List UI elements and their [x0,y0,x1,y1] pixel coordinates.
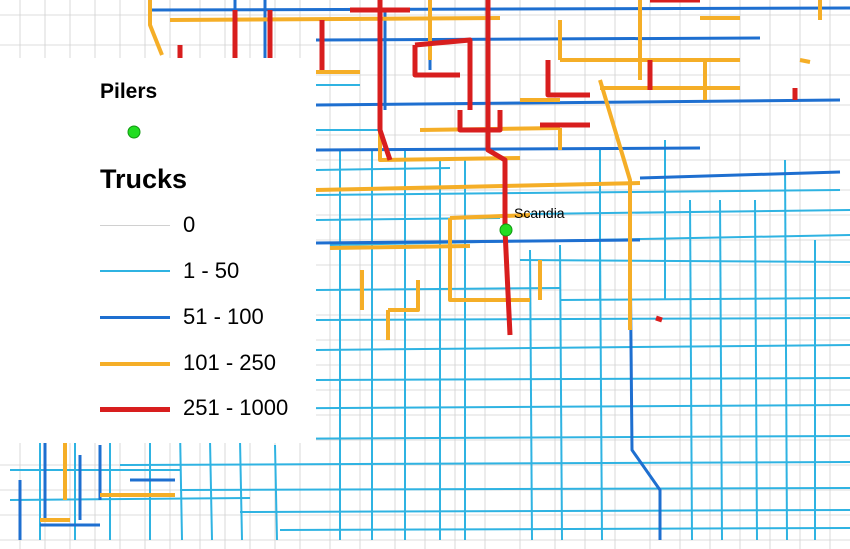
road-segment [329,244,471,250]
road-segment [414,37,473,110]
map-legend: Pilers Trucks 0 1 - 50 51 - 100 101 - 25… [0,58,316,443]
road-segment [388,280,420,312]
legend-label-251-1000: 251 - 1000 [183,395,289,420]
road-segment [639,170,841,180]
road-segment [9,497,251,501]
legend-swatch-0 [100,225,170,226]
legend-pilers-title: Pilers [100,80,158,103]
road-segment [689,199,693,541]
road-segment [559,297,850,301]
road-segment [315,36,761,42]
road-segment [559,244,563,541]
road-segment [209,439,213,541]
legend-label-1-50: 1 - 50 [183,258,240,283]
road-segment [169,16,501,22]
road-segment [315,287,561,291]
road-segment [149,6,850,12]
road-segment [119,461,850,466]
legend-swatch-51-100 [100,316,170,319]
road-segment [315,181,641,192]
road-segment [519,259,850,263]
road-segment [148,0,164,56]
legend-swatch-251-1000 [100,407,170,412]
road-segment [628,239,662,540]
road-segment [315,146,701,152]
legend-label-101-250: 101 - 250 [183,350,276,375]
roads-251-1000-trucks [177,0,798,336]
road-segment [529,249,533,541]
road-segment [315,98,841,107]
road-segment [239,439,243,541]
legend-piler-symbol [127,125,141,139]
road-segment [784,159,788,541]
roads-101-250-trucks [40,0,822,522]
road-segment [179,487,850,491]
scandia-label: Scandia [514,205,565,221]
road-segment [377,0,393,161]
road-segment [315,238,641,245]
road-segment [315,167,451,171]
road-segment [315,189,841,196]
road-segment [485,0,513,336]
road-segment [274,444,278,541]
road-segment [378,130,521,162]
legend-swatch-1-50 [100,270,170,272]
road-segment [412,45,460,78]
road-segment [179,429,183,541]
road-segment [457,110,503,133]
road-segment [239,509,850,513]
road-segment [598,79,632,330]
road-segment [449,213,531,220]
road-segment [545,60,590,98]
legend-label-51-100: 51 - 100 [183,304,264,329]
piler-point-scandia [499,223,513,237]
road-segment [279,527,850,531]
road-segment [448,218,530,302]
legend-swatch-101-250 [100,362,170,366]
piler-points [499,223,513,237]
legend-trucks-title: Trucks [100,164,188,194]
legend-label-0: 0 [183,212,196,237]
road-segment [754,199,758,541]
road-segment [799,58,811,64]
road-segment [719,199,723,541]
road-segment [655,315,663,323]
